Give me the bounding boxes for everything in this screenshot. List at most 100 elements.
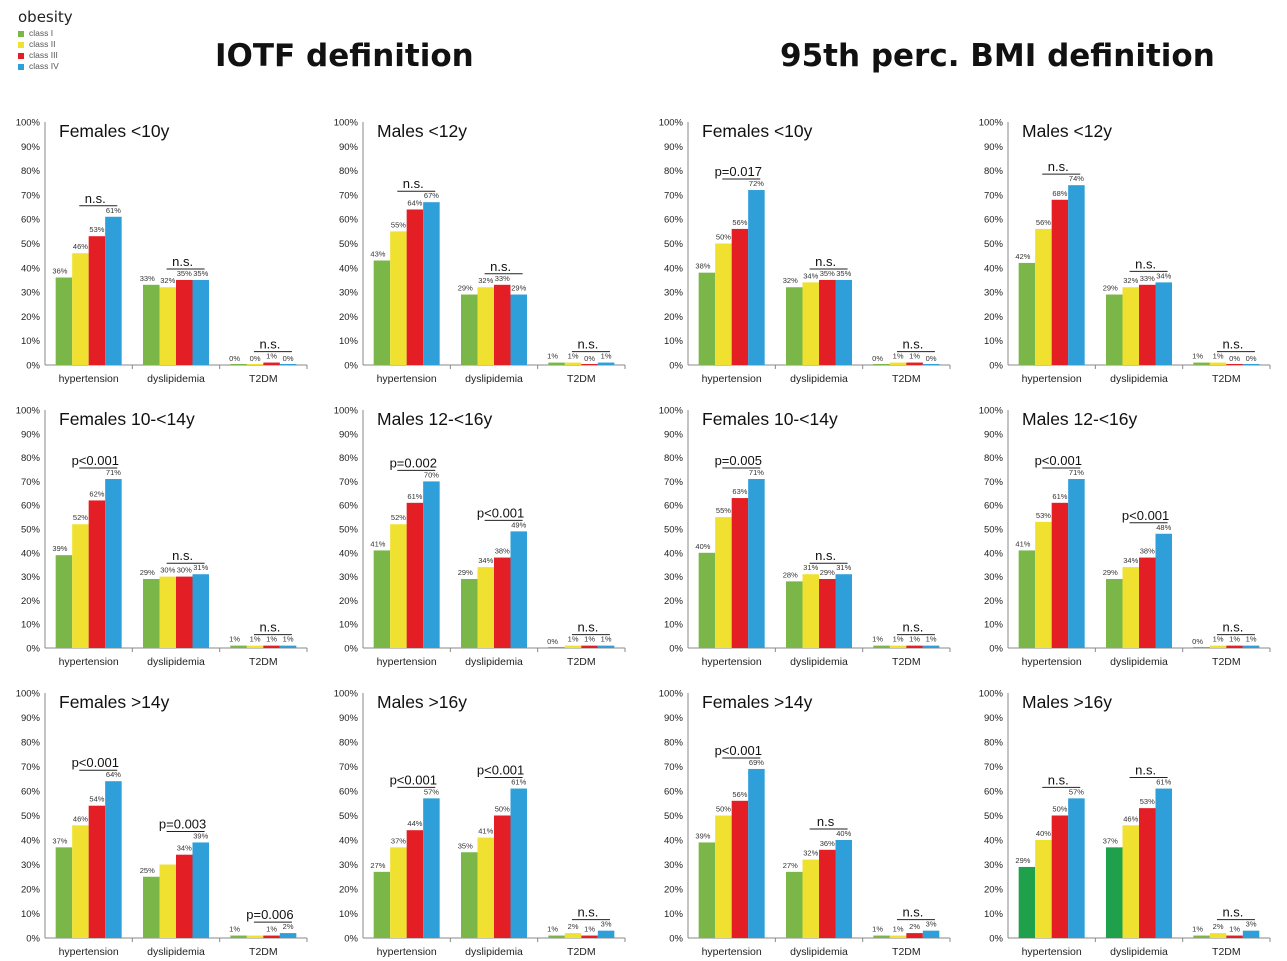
y-tick-label: 20% xyxy=(984,885,1004,896)
y-tick-label: 0% xyxy=(989,644,1003,655)
bar xyxy=(835,574,852,648)
y-tick-label: 40% xyxy=(339,548,359,559)
bar xyxy=(1035,840,1052,938)
significance-label: p=0.017 xyxy=(715,164,762,179)
data-label: 31% xyxy=(803,563,818,572)
data-label: 38% xyxy=(1140,547,1155,556)
bar xyxy=(510,531,527,648)
data-label: 55% xyxy=(716,506,731,515)
bar xyxy=(105,479,122,648)
bar xyxy=(1209,933,1227,938)
x-tick-label: T2DM xyxy=(1212,373,1241,385)
bar xyxy=(390,847,407,938)
data-label: 52% xyxy=(391,513,406,522)
y-tick-label: 10% xyxy=(984,336,1004,347)
y-tick-label: 80% xyxy=(339,453,359,464)
bar xyxy=(1193,935,1210,938)
bar xyxy=(786,287,803,365)
data-label: 1% xyxy=(926,635,937,644)
bar xyxy=(159,864,176,938)
data-label: 3% xyxy=(601,920,612,929)
bar xyxy=(922,930,940,938)
data-label: 1% xyxy=(584,925,595,934)
y-tick-label: 100% xyxy=(979,406,1004,417)
y-tick-label: 50% xyxy=(339,811,359,822)
bar xyxy=(715,243,732,365)
data-label: 35% xyxy=(820,269,835,278)
bar xyxy=(159,287,176,365)
chart-panel: 0% 10% 20% 30% 40% 50% 60% 70% 80% 90% 100% Males >… xyxy=(979,689,1271,958)
bar xyxy=(597,930,615,938)
bar xyxy=(477,287,494,365)
y-tick-label: 40% xyxy=(664,836,684,847)
bar xyxy=(263,362,280,365)
bar xyxy=(88,805,106,938)
bar xyxy=(1242,645,1260,648)
y-tick-label: 30% xyxy=(984,860,1004,871)
significance-label: p=0.006 xyxy=(246,907,293,922)
x-tick-label: hypertension xyxy=(1022,373,1082,385)
bar xyxy=(246,645,264,648)
x-tick-label: T2DM xyxy=(567,373,596,385)
significance-label: n.s. xyxy=(1048,159,1069,174)
bar xyxy=(786,581,803,648)
y-tick-label: 10% xyxy=(984,620,1004,631)
data-label: 74% xyxy=(1069,174,1084,183)
heading-95th-percentile: 95th perc. BMI definition xyxy=(780,38,1215,74)
data-label: 0% xyxy=(584,354,595,363)
y-tick-label: 30% xyxy=(664,572,684,583)
data-label: 39% xyxy=(52,544,67,553)
y-tick-label: 80% xyxy=(21,166,41,177)
bar xyxy=(1155,282,1172,365)
significance-label: n.s. xyxy=(172,548,193,563)
bar xyxy=(390,231,407,365)
bar xyxy=(1106,578,1123,648)
y-tick-label: 70% xyxy=(664,190,684,201)
bar xyxy=(494,284,511,365)
data-label: 48% xyxy=(1156,523,1171,532)
chart-title: Males 12-<16y xyxy=(377,409,493,429)
y-tick-label: 80% xyxy=(984,166,1004,177)
data-label: 35% xyxy=(177,269,192,278)
bar xyxy=(279,364,297,365)
significance-label: n.s. xyxy=(85,191,106,206)
chart-panel: 0% 10% 20% 30% 40% 50% 60% 70% 80% 90% 100% Females… xyxy=(659,406,951,668)
bar xyxy=(922,645,940,648)
data-label: 55% xyxy=(391,220,406,229)
bar xyxy=(1122,567,1139,648)
data-label: 1% xyxy=(601,352,612,361)
chart-panel: 0% 10% 20% 30% 40% 50% 60% 70% 80% 90% 100% Females… xyxy=(659,118,951,385)
y-tick-label: 0% xyxy=(344,644,358,655)
data-label: 1% xyxy=(872,925,883,934)
bar xyxy=(889,935,907,938)
chart-panel: 0% 10% 20% 30% 40% 50% 60% 70% 80% 90% 100% Males <… xyxy=(334,118,626,385)
bar xyxy=(1051,199,1069,365)
chart-panel: 0% 10% 20% 30% 40% 50% 60% 70% 80% 90% 100% Females… xyxy=(16,118,308,385)
data-label: 0% xyxy=(1229,354,1240,363)
bar xyxy=(176,279,193,365)
data-label: 61% xyxy=(106,206,121,215)
y-tick-label: 30% xyxy=(984,288,1004,299)
bar xyxy=(510,788,527,938)
y-tick-label: 40% xyxy=(984,548,1004,559)
data-label: 37% xyxy=(52,836,67,845)
y-tick-label: 0% xyxy=(669,361,683,372)
data-label: 2% xyxy=(1213,922,1224,931)
y-tick-label: 30% xyxy=(21,572,41,583)
y-tick-label: 30% xyxy=(21,860,41,871)
data-label: 61% xyxy=(1156,778,1171,787)
data-label: 71% xyxy=(106,468,121,477)
y-tick-label: 30% xyxy=(339,860,359,871)
data-label: 57% xyxy=(424,787,439,796)
bar xyxy=(802,574,819,648)
x-tick-label: dyslipidemia xyxy=(465,656,523,668)
x-tick-label: dyslipidemia xyxy=(790,656,848,668)
y-tick-label: 20% xyxy=(339,312,359,323)
data-label: 1% xyxy=(266,925,277,934)
bar xyxy=(1155,788,1172,938)
bar xyxy=(548,935,565,938)
bar xyxy=(477,567,494,648)
x-tick-label: hypertension xyxy=(702,946,762,958)
data-label: 57% xyxy=(1069,787,1084,796)
x-tick-label: dyslipidemia xyxy=(465,373,523,385)
